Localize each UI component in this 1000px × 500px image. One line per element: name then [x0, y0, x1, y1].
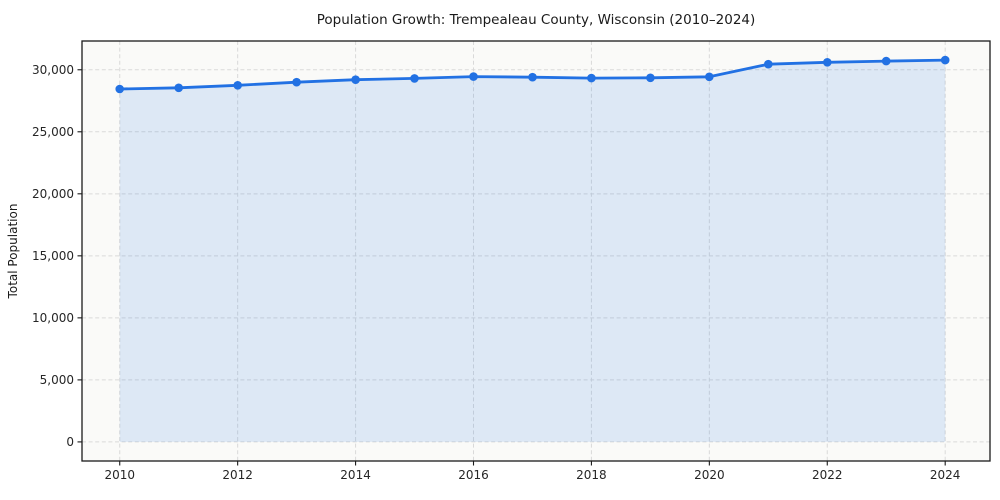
chart-title: Population Growth: Trempealeau County, W… [317, 12, 756, 28]
data-point-marker [940, 55, 950, 65]
gridlines [82, 41, 990, 461]
x-tick-label: 2012 [222, 468, 253, 482]
data-point-marker [587, 73, 596, 83]
plot-background [82, 41, 990, 461]
y-tick-label: 20,000 [32, 187, 74, 201]
data-point-marker [881, 56, 891, 66]
data-point-marker [646, 73, 655, 83]
y-tick-label: 5,000 [40, 373, 74, 387]
data-point-marker [823, 58, 832, 67]
x-tick-label: 2010 [104, 468, 135, 482]
y-axis-label: Total Population [6, 204, 20, 300]
plot-border [81, 40, 991, 462]
x-tick-label: 2016 [458, 468, 489, 482]
x-tick-label: 2018 [576, 468, 607, 482]
area-fill [119, 60, 946, 442]
x-tick-label: 2024 [930, 468, 961, 482]
data-point-marker [528, 72, 537, 82]
data-point-marker [469, 72, 478, 81]
tick-labels: 0 5,000 10,000 15,000 20,000 25,000 30,000 2010… [32, 63, 960, 482]
data-point-marker [764, 59, 773, 69]
data-point-marker [174, 83, 183, 93]
y-tick-label: 30,000 [32, 63, 74, 77]
data-point-marker [115, 84, 124, 94]
y-tick-label: 25,000 [32, 125, 74, 139]
data-point-marker [410, 74, 419, 83]
data-point-marker [351, 75, 360, 84]
y-tick-label: 10,000 [32, 311, 74, 325]
axes-spines [81, 40, 991, 462]
x-tick-label: 2020 [694, 468, 725, 482]
data-points [115, 55, 950, 94]
y-tick-label: 15,000 [32, 249, 74, 263]
data-point-marker [705, 72, 714, 82]
area-fill-shape [119, 60, 946, 442]
data-point-marker [233, 81, 242, 90]
plot-area [82, 41, 990, 461]
data-point-marker [292, 77, 301, 87]
y-tick-label: 0 [66, 435, 74, 449]
x-tick-label: 2022 [812, 468, 843, 482]
x-tick-label: 2014 [340, 468, 371, 482]
